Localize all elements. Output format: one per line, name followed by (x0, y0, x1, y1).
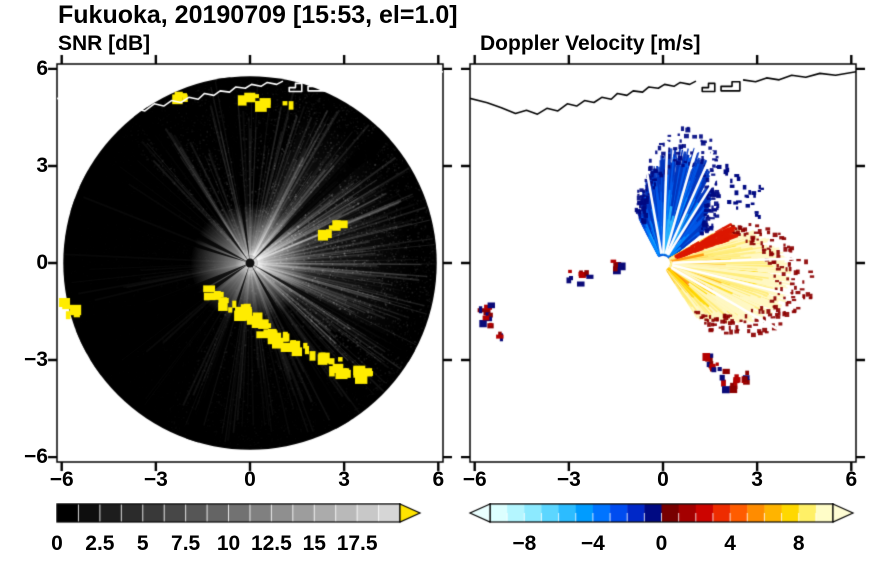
velocity-x-tick-label: 6 (845, 468, 858, 491)
velocity-x-tick-label: 0 (657, 468, 669, 491)
snr-colorbar-label: 15 (302, 532, 326, 555)
snr-x-tick-label: −3 (143, 468, 168, 491)
velocity-colorbar-label: 8 (792, 532, 805, 555)
y-tick-label: 6 (36, 56, 48, 80)
snr-colorbar (56, 503, 424, 525)
velocity-colorbar (468, 503, 857, 525)
velocity-colorbar-label: 0 (655, 532, 668, 555)
y-tick-label: −3 (24, 348, 48, 372)
snr-ppi-plot (43, 50, 457, 476)
snr-colorbar-label: 17.5 (336, 532, 378, 555)
snr-x-tick-label: 3 (338, 468, 350, 491)
snr-x-tick-label: −6 (49, 468, 74, 491)
snr-panel-title: SNR [dB] (58, 32, 151, 55)
snr-colorbar-label: 10 (216, 532, 241, 555)
velocity-x-tick-label: −6 (462, 468, 487, 491)
figure-title: Fukuoka, 20190709 [15:53, el=1.0] (58, 1, 458, 29)
velocity-x-tick-label: 3 (751, 468, 763, 491)
snr-colorbar-label: 0 (51, 532, 63, 555)
y-tick-label: 3 (36, 153, 48, 177)
velocity-panel-title: Doppler Velocity [m/s] (480, 32, 701, 55)
velocity-colorbar-label: −8 (512, 532, 537, 555)
velocity-colorbar-label: −4 (580, 532, 605, 555)
snr-colorbar-label: 12.5 (250, 532, 292, 555)
y-tick-label: −6 (24, 445, 48, 469)
y-tick-label: 0 (36, 251, 48, 274)
snr-x-tick-label: 6 (432, 468, 445, 491)
snr-colorbar-label: 7.5 (171, 532, 201, 555)
snr-colorbar-label: 2.5 (85, 532, 115, 555)
snr-colorbar-label: 5 (136, 532, 149, 555)
velocity-x-tick-label: −3 (556, 468, 581, 491)
velocity-colorbar-label: 4 (724, 532, 736, 555)
snr-x-tick-label: 0 (244, 468, 256, 491)
doppler-velocity-plot (456, 50, 870, 476)
